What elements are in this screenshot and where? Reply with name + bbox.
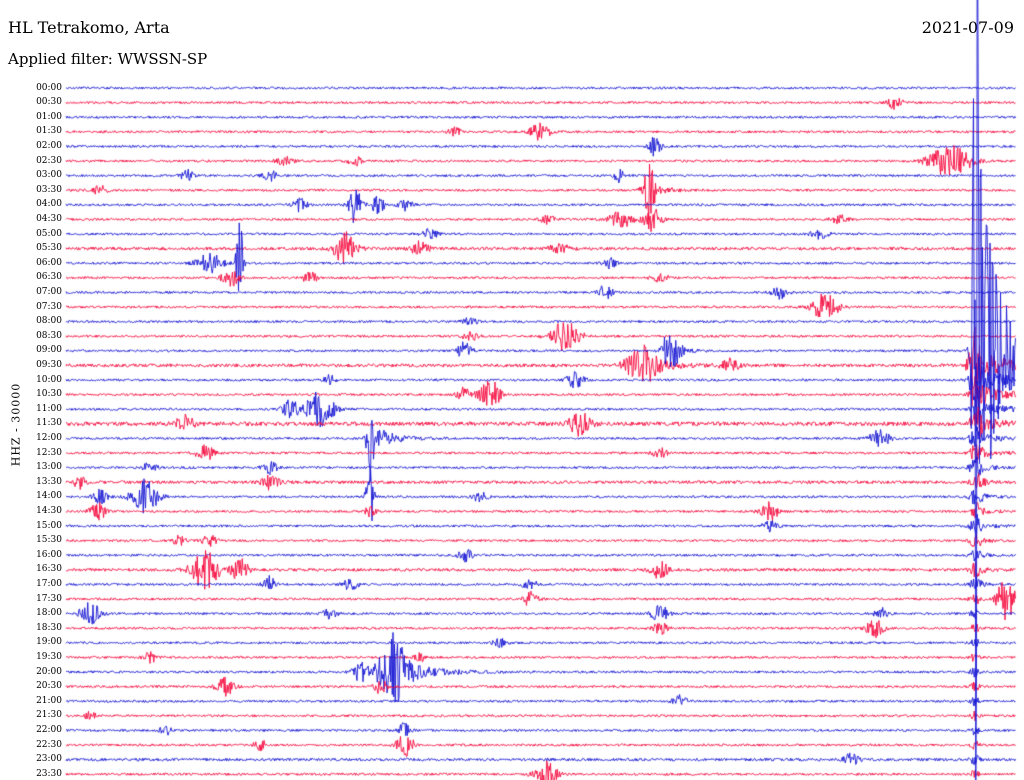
seismogram-canvas bbox=[0, 0, 1024, 780]
helicorder-page: HL Tetrakomo, Arta 2021-07-09 Applied fi… bbox=[0, 0, 1024, 780]
